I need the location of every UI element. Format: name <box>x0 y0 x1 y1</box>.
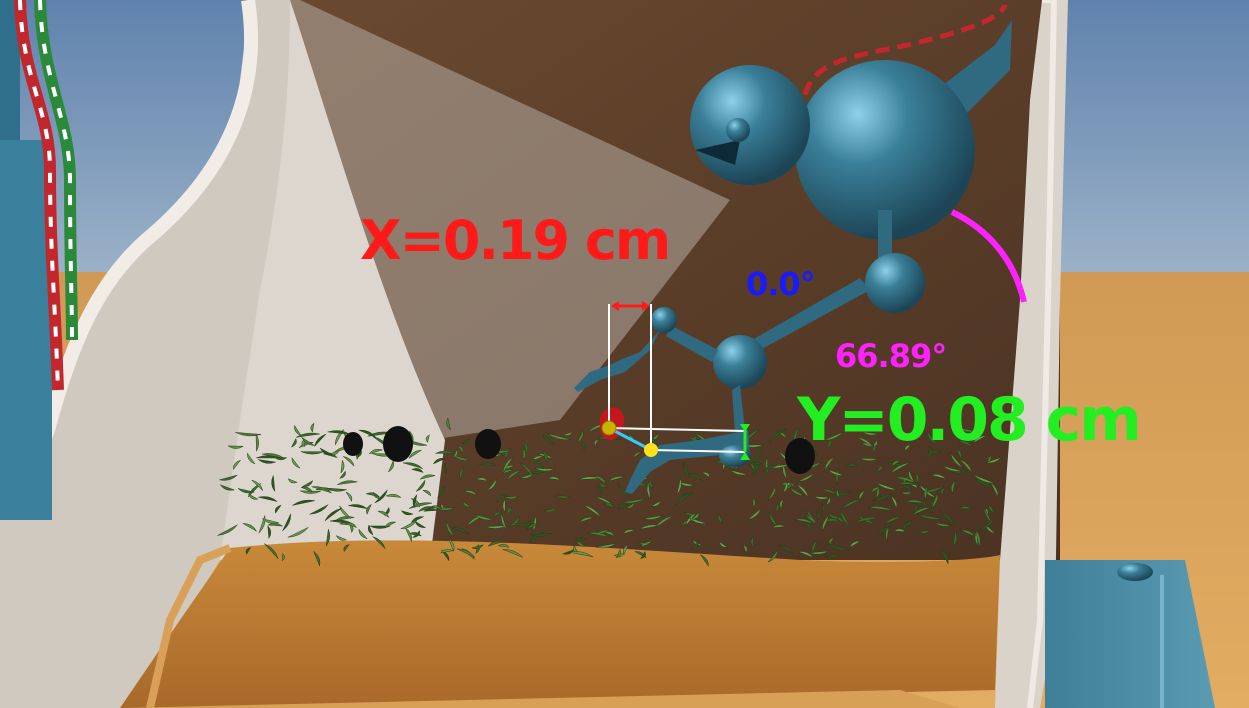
robot-body <box>795 60 975 240</box>
dark-bulb <box>475 429 501 459</box>
y-target-line <box>650 449 746 453</box>
measurement-overlay <box>601 209 1027 460</box>
elbow-joint <box>713 335 767 389</box>
gripper-point-icon <box>644 443 658 457</box>
soil-bed <box>120 540 1000 708</box>
right-device-box <box>1045 560 1215 708</box>
left-device-box <box>0 140 52 520</box>
gripper-upper <box>574 330 660 392</box>
dark-bulb <box>785 438 815 474</box>
x-offset-label: X=0.19 cm <box>360 209 671 272</box>
device-knob <box>1117 563 1153 581</box>
plant-foliage <box>217 417 1005 568</box>
pitch-arc-icon <box>950 209 1027 303</box>
pitch-angle-label: 66.89° <box>835 337 947 375</box>
y-offset-label: Y=0.08 cm <box>797 385 1142 455</box>
robot-arm <box>574 3 1012 494</box>
robot-head <box>690 65 810 185</box>
dark-bulb <box>343 432 363 456</box>
arm-cable <box>802 3 1008 96</box>
offset-vector <box>608 426 652 452</box>
gripper-lower <box>625 430 750 494</box>
y-reference-line <box>608 427 746 432</box>
planter-left-panel <box>0 0 290 708</box>
yaw-angle-label: 0.0° <box>746 265 816 303</box>
target-point-icon <box>601 420 617 436</box>
shoulder-joint <box>865 253 925 313</box>
planter-rim-left <box>13 0 258 503</box>
dark-bulb <box>383 426 413 462</box>
red-cable <box>14 0 64 391</box>
